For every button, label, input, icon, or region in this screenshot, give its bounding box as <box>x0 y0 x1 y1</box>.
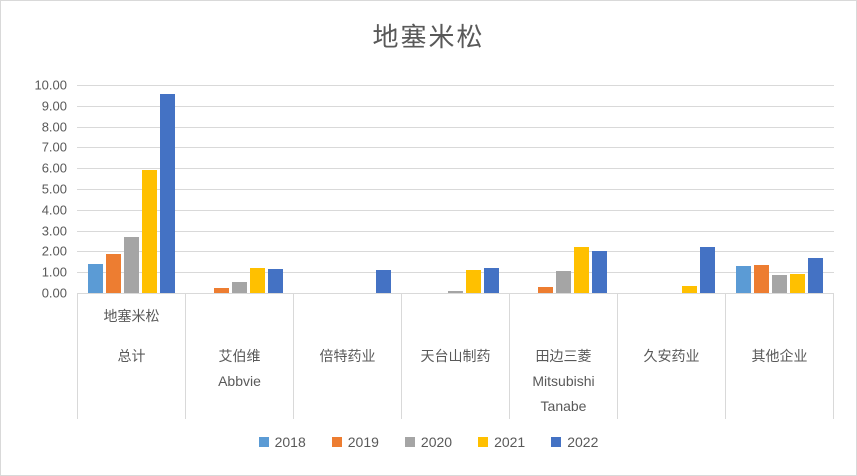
gridline <box>77 106 834 107</box>
bar-group <box>293 85 401 293</box>
legend-label: 2020 <box>420 434 453 450</box>
plot-groups <box>77 85 834 293</box>
bar-2020 <box>556 271 572 293</box>
bar-2019 <box>538 286 554 293</box>
bar-2021 <box>790 274 806 293</box>
bar-2019 <box>213 287 229 293</box>
category-outer-label: 地塞米松 <box>103 308 160 324</box>
bar-group <box>401 85 509 293</box>
bar-2021 <box>574 247 590 293</box>
legend-item-2021: 2021 <box>478 434 525 450</box>
gridline <box>77 272 834 273</box>
category-label: 天台山制药 <box>420 348 491 364</box>
bar-2020 <box>231 281 247 293</box>
gridline <box>77 127 834 128</box>
y-tick-label: 6.00 <box>41 160 67 176</box>
bar-2021 <box>682 285 698 293</box>
category-label: 田边三菱 Mitsubishi Tanabe <box>532 348 595 414</box>
bar-2019 <box>105 253 121 293</box>
y-tick-label: 4.00 <box>41 202 67 218</box>
bar-2022 <box>808 257 824 293</box>
bar-2022 <box>159 94 175 293</box>
legend-swatch <box>331 437 342 447</box>
category-cell: 其他企业 <box>726 293 834 419</box>
y-axis: 10.00 9.00 8.00 7.00 6.00 5.00 4.00 3.00 2.00 1.0… <box>1 78 67 301</box>
bar-group <box>185 85 293 293</box>
gridline <box>77 168 834 169</box>
legend-label: 2019 <box>347 434 379 450</box>
category-label: 其他企业 <box>751 348 808 364</box>
category-label: 久安药业 <box>643 348 700 364</box>
legend-item-2020: 2020 <box>404 434 453 450</box>
bar-2018 <box>87 263 103 293</box>
gridline <box>77 231 834 232</box>
category-label: 艾伯维 Abbvie <box>218 348 261 389</box>
legend-swatch <box>478 437 489 447</box>
legend-swatch <box>551 437 562 447</box>
bar-2022 <box>375 270 391 293</box>
bar-group <box>618 85 726 293</box>
bar-2022 <box>267 269 283 293</box>
legend: 2018 2019 2020 2021 2022 <box>1 434 856 450</box>
gridline <box>77 189 834 190</box>
legend-label: 2021 <box>494 434 526 450</box>
x-axis-line <box>77 293 834 294</box>
bar-group <box>726 85 834 293</box>
legend-label: 2018 <box>274 434 306 450</box>
y-tick-label: 3.00 <box>41 223 67 239</box>
category-cell: 天台山制药 <box>402 293 510 419</box>
bar-2018 <box>736 266 752 293</box>
legend-swatch <box>258 437 269 447</box>
legend-swatch <box>404 437 415 447</box>
y-tick-label: 10.00 <box>34 77 67 93</box>
chart-title: 地塞米松 <box>372 22 485 52</box>
bar-2020 <box>447 290 463 293</box>
bar-2020 <box>772 275 788 293</box>
category-label: 倍特药业 <box>319 348 376 364</box>
y-tick-label: 9.00 <box>41 98 67 114</box>
bar-group <box>77 85 185 293</box>
category-cell: 艾伯维 Abbvie <box>186 293 294 419</box>
y-tick-label: 7.00 <box>41 139 67 155</box>
y-tick-label: 0.00 <box>41 285 67 301</box>
bar-2021 <box>249 268 265 293</box>
legend-item-2018: 2018 <box>258 434 306 450</box>
y-tick-label: 8.00 <box>41 119 67 135</box>
bar-2022 <box>700 247 716 293</box>
gridline <box>77 251 834 252</box>
bar-2022 <box>592 251 608 293</box>
y-tick-label: 5.00 <box>41 181 67 197</box>
category-axis: 地塞米松 总计 艾伯维 Abbvie 倍特药业 天台山制药 田边三菱 Mitsubishi Ta… <box>77 293 834 419</box>
gridline <box>77 210 834 211</box>
bar-2019 <box>754 264 770 293</box>
category-cell: 久安药业 <box>618 293 726 419</box>
category-cell: 地塞米松 总计 <box>77 293 186 419</box>
plot-area <box>77 85 834 294</box>
category-label: 总计 <box>117 348 146 364</box>
legend-item-2019: 2019 <box>331 434 379 450</box>
bar-2022 <box>483 268 499 293</box>
bar-2021 <box>141 170 157 293</box>
y-tick-label: 1.00 <box>41 264 67 280</box>
bar-2021 <box>465 270 481 293</box>
y-tick-label: 2.00 <box>41 243 67 259</box>
bar-group <box>510 85 618 293</box>
category-cell: 田边三菱 Mitsubishi Tanabe <box>510 293 618 419</box>
category-cell: 倍特药业 <box>294 293 402 419</box>
legend-item-2022: 2022 <box>551 434 598 450</box>
legend-label: 2022 <box>567 434 599 450</box>
bar-2020 <box>123 236 139 293</box>
gridline <box>77 85 834 86</box>
gridline <box>77 147 834 148</box>
